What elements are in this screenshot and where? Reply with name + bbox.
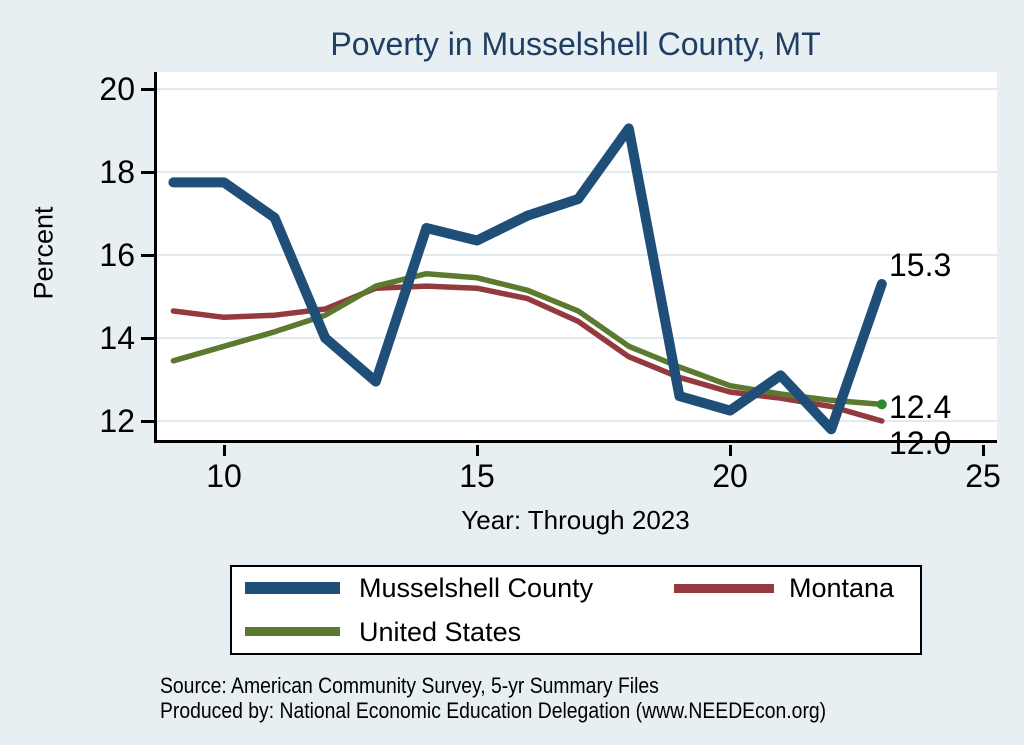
x-tick-mark: [476, 445, 479, 456]
footer: Source: American Community Survey, 5-yr …: [160, 673, 917, 723]
y-tick-mark: [141, 254, 154, 257]
legend-label-united-states: United States: [359, 617, 522, 647]
footer-source-line: Source: American Community Survey, 5-yr …: [160, 673, 659, 698]
footer-producer-line: Produced by: National Economic Education…: [160, 698, 827, 723]
x-tick-mark: [982, 445, 985, 456]
legend-label-musselshell: Musselshell County: [359, 573, 594, 603]
x-tick-label: 20: [712, 458, 748, 494]
legend: Musselshell County Montana United States: [230, 565, 922, 655]
chart-title: Poverty in Musselshell County, MT: [330, 26, 821, 62]
legend-swatch-montana: [674, 584, 774, 593]
series-end-value-label: 12.4: [889, 389, 952, 426]
series-line-musselshell-county: [168, 123, 887, 435]
y-tick-label: 20: [99, 71, 135, 107]
legend-swatch-musselshell: [245, 582, 340, 594]
x-tick-label: 10: [206, 458, 242, 494]
series-end-value-label: 12.0: [889, 425, 952, 461]
y-tick-mark: [141, 171, 154, 174]
x-tick-label: 15: [459, 458, 495, 494]
legend-label-montana: Montana: [789, 573, 895, 603]
plot-area: [154, 72, 997, 443]
series-end-marker: [876, 399, 887, 410]
line-series-svg: [157, 88, 997, 435]
x-tick-mark: [729, 445, 732, 456]
x-tick-label: 25: [965, 458, 1001, 494]
x-axis-title: Year: Through 2023: [461, 505, 690, 535]
y-tick-label: 16: [99, 237, 135, 273]
series-line-montana: [170, 283, 885, 424]
legend-swatch-united-states: [245, 627, 340, 636]
y-tick-label: 18: [99, 154, 135, 190]
y-tick-mark: [141, 88, 154, 91]
y-tick-label: 12: [99, 403, 135, 439]
series-end-value-label: 15.3: [889, 247, 952, 284]
y-tick-label: 14: [99, 320, 135, 356]
y-tick-mark: [141, 420, 154, 423]
y-tick-mark: [141, 337, 154, 340]
x-tick-mark: [223, 445, 226, 456]
